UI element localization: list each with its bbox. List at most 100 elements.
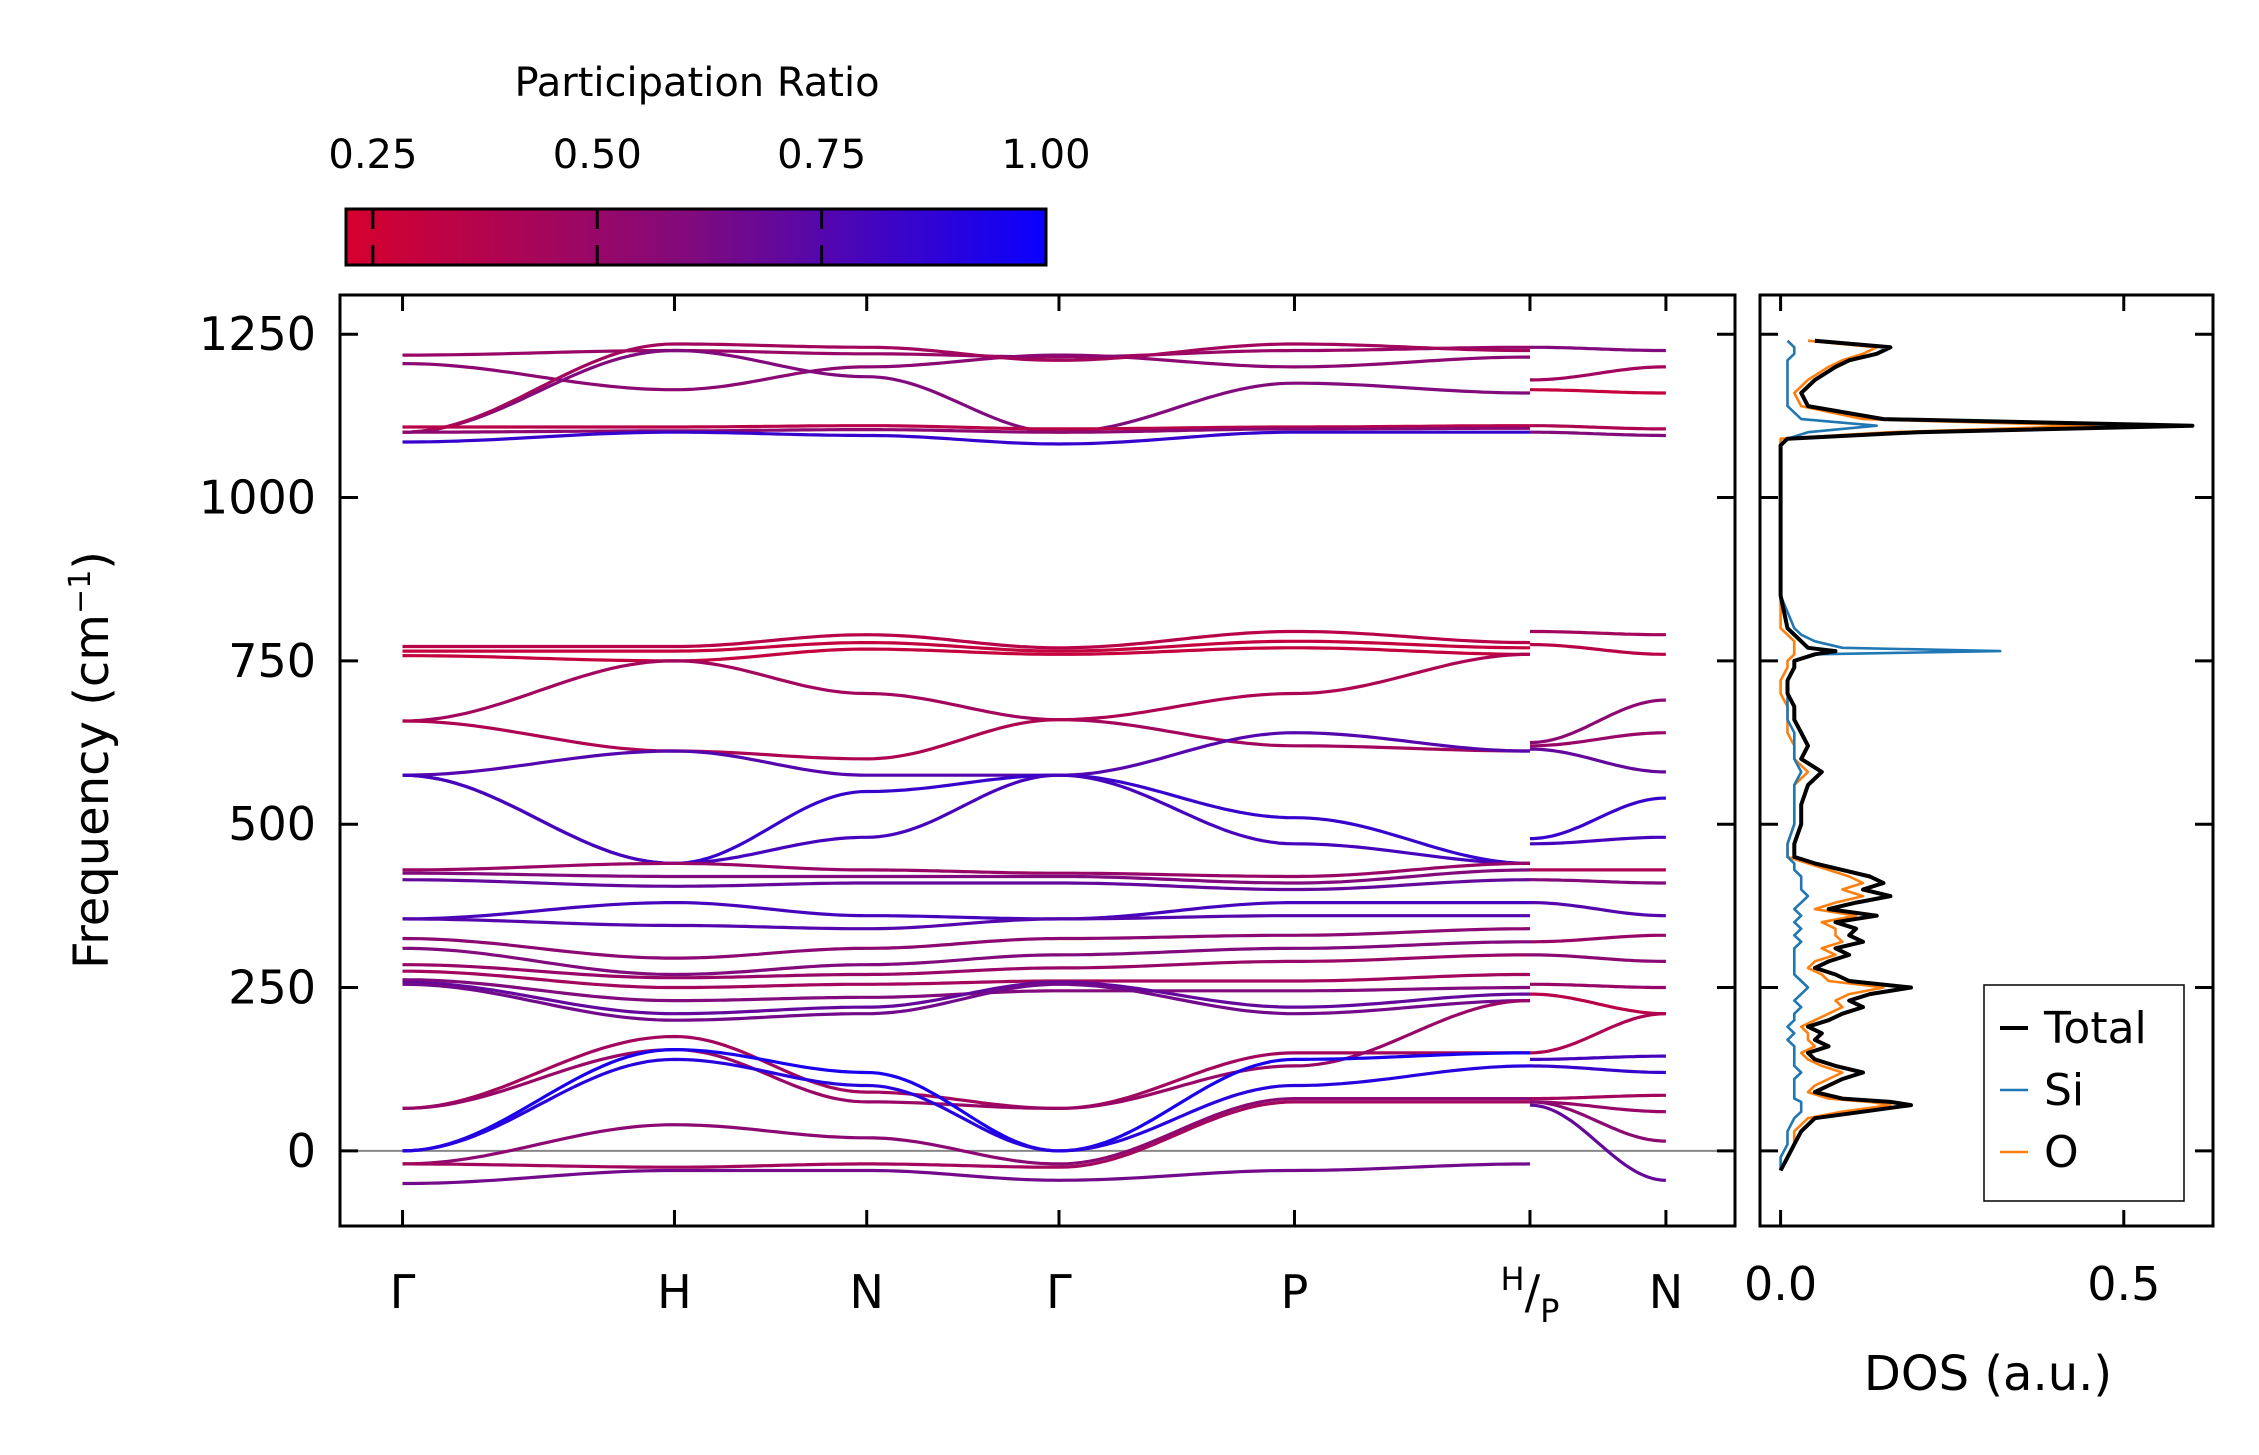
phonon-band <box>402 953 1530 980</box>
phonon-band <box>402 1100 1530 1169</box>
k-point-label: P <box>1281 1265 1309 1319</box>
band-y-axis-label: Frequency (cm−1) <box>63 551 120 969</box>
phonon-bands <box>402 342 1666 1186</box>
phonon-band <box>1530 982 1666 990</box>
k-point-label: Γ <box>1046 1265 1072 1319</box>
colorbar: Participation Ratio 0.25 0.50 0.75 1.00 <box>328 60 1091 267</box>
dos-x-tick-label: 0.5 <box>2087 1257 2160 1311</box>
band-x-ticks: Γ H N Γ P H/P N <box>390 295 1683 1330</box>
phonon-band <box>1529 796 1666 841</box>
phonon-band <box>402 646 1530 663</box>
phonon-band <box>402 868 1531 885</box>
legend-frame <box>1983 984 2185 1202</box>
band-axes-frame <box>338 293 1737 1228</box>
y-tick-label: 250 <box>228 961 316 1015</box>
phonon-band <box>402 901 1530 921</box>
phonon-band <box>1530 388 1666 395</box>
y-tick-label: 500 <box>228 797 316 851</box>
phonon-band <box>1530 1100 1666 1114</box>
colorbar-gradient <box>344 207 1048 267</box>
phonon-band <box>402 731 1530 777</box>
phonon-band <box>1529 1064 1666 1075</box>
phonon-band <box>402 348 1530 434</box>
k-point-label-slash: / <box>1525 1265 1541 1319</box>
phonon-band <box>1530 424 1666 431</box>
phonon-band <box>1530 1093 1666 1101</box>
phonon-band <box>1530 901 1666 918</box>
phonon-band <box>402 353 1530 392</box>
dos-y-ticks <box>1760 332 2213 1153</box>
phonon-band <box>402 629 1531 650</box>
dos-x-tick-label: 0.0 <box>1744 1257 1817 1311</box>
k-point-label: Γ <box>390 1265 416 1319</box>
phonon-band <box>402 426 1530 434</box>
phonon-band <box>402 430 1530 446</box>
phonon-band <box>1529 1100 1666 1143</box>
phonon-band <box>402 940 1530 977</box>
phonon-band <box>402 980 1530 1016</box>
dos-axes-frame <box>1758 293 2215 1228</box>
phonon-band <box>402 1048 1530 1153</box>
phonon-band <box>402 773 1531 865</box>
y-axis-label-close: ) <box>64 551 120 570</box>
k-point-label-sup: H <box>1501 1260 1525 1298</box>
band-y-ticks: 0 250 500 750 1000 1250 <box>199 307 1735 1178</box>
y-tick-label: 750 <box>228 634 316 688</box>
phonon-band <box>1530 1054 1666 1061</box>
phonon-band <box>402 424 1530 431</box>
phonon-band <box>1529 1103 1666 1182</box>
colorbar-tick-label: 0.50 <box>553 132 642 178</box>
phonon-band <box>402 659 1530 753</box>
legend-label: Si <box>2044 1065 2084 1116</box>
phonon-band <box>1530 747 1666 774</box>
dos-curve-total <box>1778 338 2195 1172</box>
phonon-band <box>402 999 1531 1110</box>
dos-panel: 0.0 0.5 DOS (a.u.) Total Si O <box>1744 293 2215 1402</box>
colorbar-tick-label: 0.75 <box>777 132 866 178</box>
phonon-band <box>1530 731 1666 748</box>
phonon-band <box>1530 953 1666 963</box>
colorbar-title: Participation Ratio <box>514 60 879 106</box>
phonon-band <box>402 969 1530 990</box>
dos-legend: Total Si O <box>1983 984 2185 1202</box>
phonon-band <box>402 878 1531 892</box>
phonon-band <box>1530 933 1666 944</box>
y-tick-label: 1250 <box>199 307 316 361</box>
phonon-band <box>402 1162 1531 1186</box>
phonon-band <box>402 1057 1531 1153</box>
phonon-band <box>402 342 1530 434</box>
k-point-label: H/P <box>1501 1260 1560 1330</box>
phonon-band <box>1530 878 1666 885</box>
k-point-label: H <box>657 1265 692 1319</box>
legend-label: Total <box>2043 1003 2147 1054</box>
phonon-band <box>1530 365 1666 382</box>
y-tick-label: 1000 <box>199 471 316 525</box>
k-point-label-sub: P <box>1540 1292 1559 1330</box>
phonon-band <box>402 773 1531 865</box>
colorbar-tick-label: 0.25 <box>328 132 417 178</box>
phonon-band <box>402 914 1530 931</box>
phonon-band <box>402 982 1530 1022</box>
legend-label: O <box>2044 1127 2079 1178</box>
phonon-band <box>1529 698 1666 745</box>
phonon-band <box>1530 629 1666 637</box>
phonon-band <box>402 1097 1530 1166</box>
phonon-band <box>1530 835 1666 846</box>
y-axis-label-superscript: −1 <box>63 570 98 614</box>
phonon-band <box>1529 1012 1666 1055</box>
k-point-label: N <box>1649 1265 1683 1319</box>
colorbar-tick-labels: 0.25 0.50 0.75 1.00 <box>328 132 1090 178</box>
y-axis-label-text: Frequency (cm <box>64 614 120 969</box>
phonon-band <box>1530 992 1666 1016</box>
dos-curves <box>1778 338 2195 1172</box>
phonon-band <box>402 652 1531 761</box>
phonon-band <box>402 1034 1530 1110</box>
colorbar-tick-label: 1.00 <box>1001 132 1090 178</box>
phonon-band <box>1530 430 1666 438</box>
k-point-label: N <box>850 1265 884 1319</box>
phonon-band <box>1530 345 1666 353</box>
dos-x-ticks: 0.0 0.5 <box>1744 295 2160 1311</box>
dos-x-axis-label: DOS (a.u.) <box>1864 1346 2112 1402</box>
